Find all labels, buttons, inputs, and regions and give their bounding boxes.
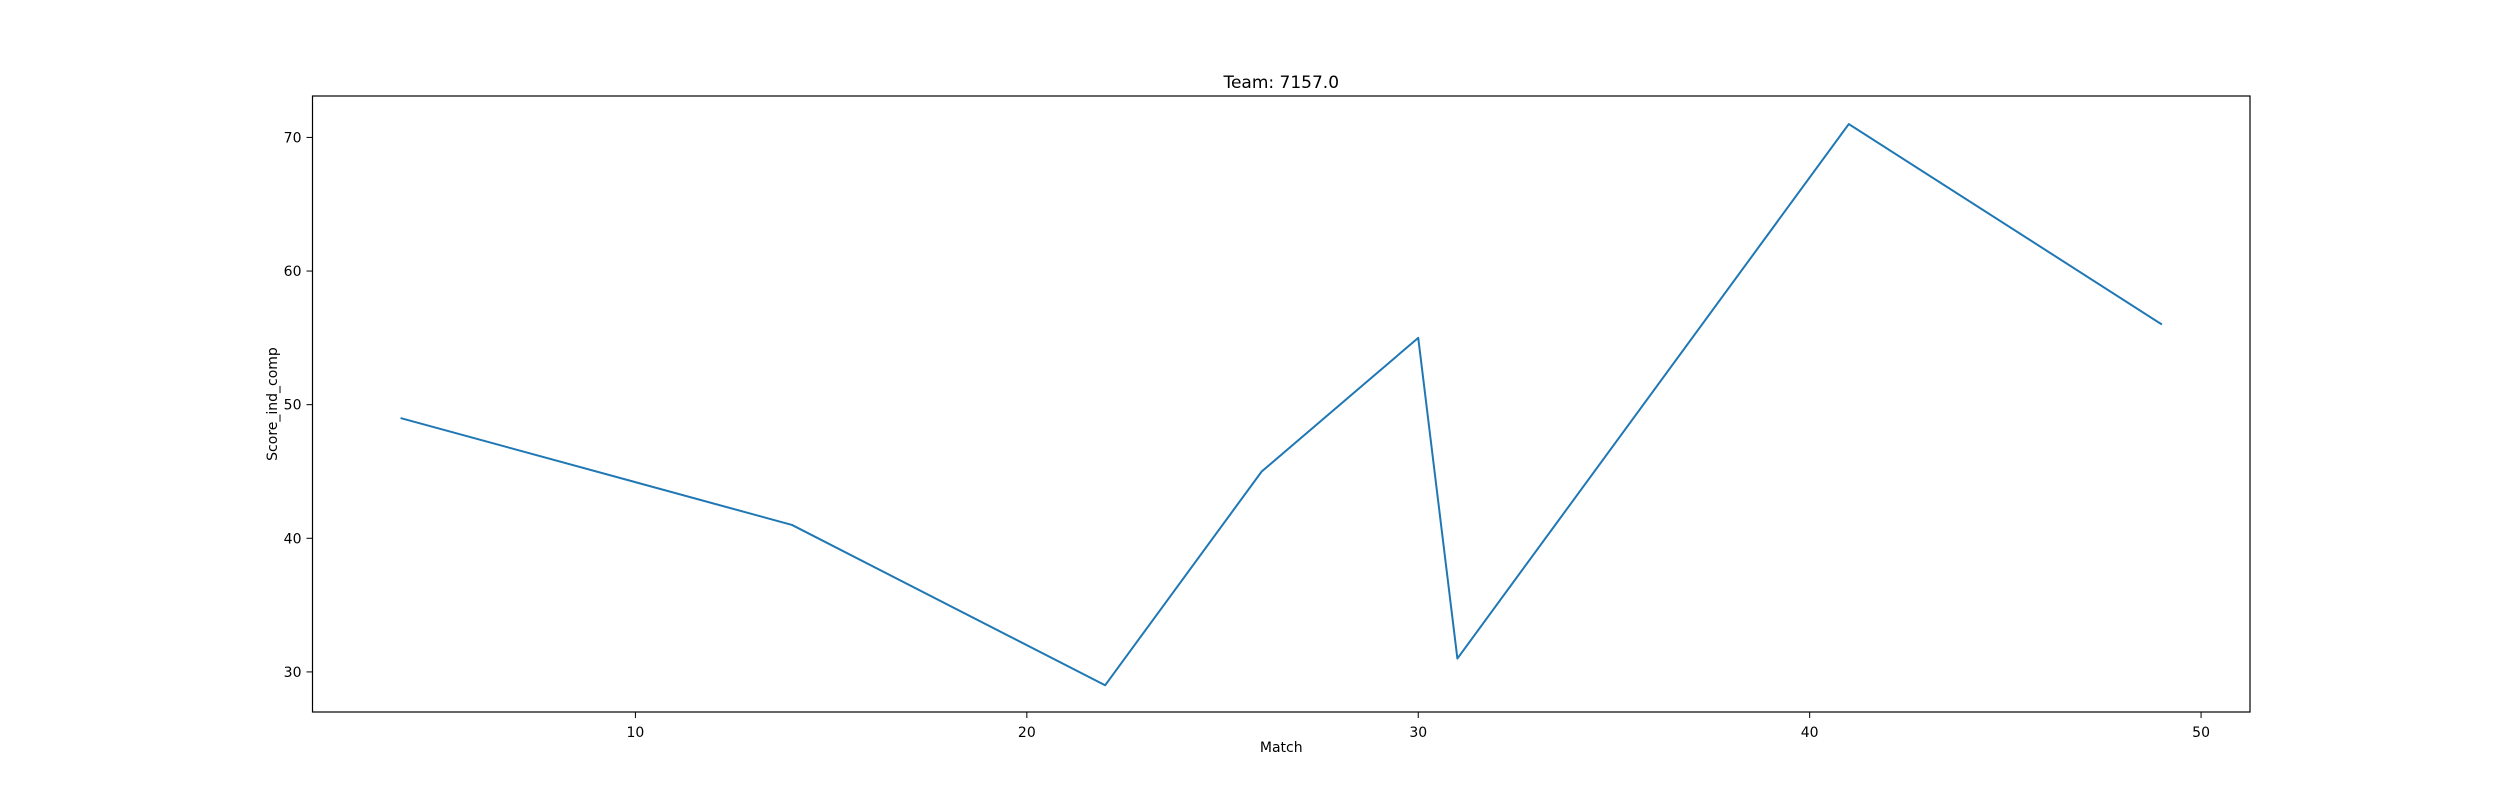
series-line bbox=[400, 123, 2163, 687]
x-axis: 10 20 30 40 50 bbox=[627, 712, 2210, 741]
x-tick-label: 50 bbox=[2192, 725, 2210, 741]
plot-frame bbox=[311, 95, 2251, 713]
x-tick-label: 30 bbox=[1409, 725, 1427, 741]
x-tick-label: 10 bbox=[627, 725, 645, 741]
chart-title: Team: 7157.0 bbox=[1222, 73, 1339, 93]
y-axis-label: Score_ind_comp bbox=[265, 347, 281, 461]
plot-background bbox=[312, 96, 2250, 712]
y-tick-label: 50 bbox=[284, 398, 302, 414]
x-tick-label: 40 bbox=[1801, 725, 1819, 741]
series-layer bbox=[400, 123, 2163, 687]
y-tick-label: 40 bbox=[284, 531, 302, 547]
y-tick-label: 70 bbox=[284, 130, 302, 146]
x-axis-label: Match bbox=[1260, 740, 1303, 756]
y-axis: 30 40 50 60 70 bbox=[284, 130, 313, 681]
y-tick-label: 60 bbox=[284, 264, 302, 280]
y-tick-label: 30 bbox=[284, 665, 302, 681]
x-tick-label: 20 bbox=[1018, 725, 1036, 741]
